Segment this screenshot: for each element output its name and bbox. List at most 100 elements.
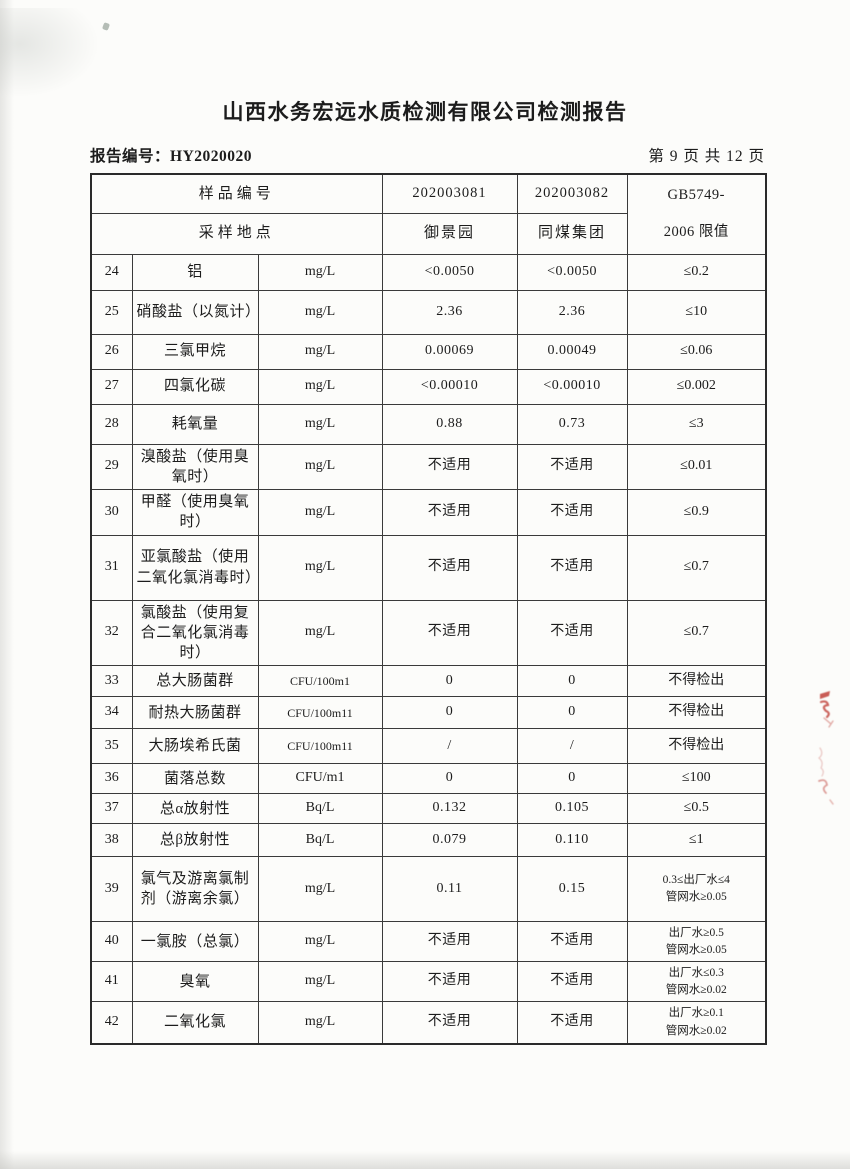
sample1-value: 2.36	[381, 289, 518, 335]
row-number: 25	[90, 289, 133, 335]
row-number: 24	[90, 253, 133, 291]
unit: mg/L	[257, 489, 383, 536]
report-number-label: 报告编号：	[90, 148, 171, 165]
limit-value: 出厂水≤0.3 管网水≥0.02	[626, 961, 767, 1003]
unit: Bq/L	[257, 793, 383, 825]
row-number: 33	[90, 665, 133, 698]
sample2-value: 不适用	[516, 443, 628, 490]
parameter-name: 耐热大肠菌群	[131, 696, 259, 730]
sample1-value: /	[381, 728, 518, 765]
table-row: 36 菌落总数 CFU/m1 0 0 ≤100	[90, 763, 767, 795]
unit: CFU/m1	[257, 763, 383, 795]
sample1-value: <0.0050	[381, 253, 518, 291]
table-row: 35 大肠埃希氏菌 CFU/100m11// 不得检出	[90, 728, 767, 765]
row-number: 31	[90, 534, 133, 601]
limit-value: ≤0.002	[626, 368, 767, 405]
sample2-value: 0	[516, 696, 628, 730]
row-number: 42	[90, 1001, 133, 1045]
header-row-sample-number: 样品编号 202003081 202003082 GB5749- 2006 限值	[90, 173, 767, 255]
row-number: 34	[90, 696, 133, 730]
sample2-value: 不适用	[516, 961, 628, 1003]
sample1-value: 0.132	[381, 793, 518, 825]
header-row-sampling-location: 采样地点 御景园 同煤集团	[90, 212, 766, 255]
results-table-body: 24 铝 mg/L <0.0050 <0.0050 ≤0.2 25 硝酸盐（以氮计） mg/L 2…	[90, 253, 767, 1045]
row-number: 32	[90, 599, 133, 667]
parameter-name: 氯气及游离氯制剂（游离余氯）	[131, 856, 259, 923]
table-row: 38 总β放射性 Bq/L 0.079 0.110 ≤1	[90, 823, 767, 858]
limit-header-line2: 2006 限值	[663, 224, 729, 241]
parameter-name: 臭氧	[131, 961, 259, 1003]
row-number: 30	[90, 489, 133, 536]
limit-value: 0.3≤出厂水≤4 管网水≥0.05	[626, 856, 767, 923]
limit-value: ≤0.01	[626, 443, 767, 490]
sampling-location-label: 采样地点	[90, 212, 383, 255]
limit-value: ≤0.5	[626, 793, 767, 825]
row-number: 28	[90, 403, 133, 445]
table-row: 41 臭氧 mg/L 不适用 不适用 出厂水≤0.3 管网水≥0.02	[90, 961, 767, 1003]
limit-value: ≤0.06	[626, 333, 767, 370]
unit: mg/L	[257, 333, 383, 370]
results-table: 样品编号 202003081 202003082 GB5749- 2006 限值…	[90, 173, 768, 1045]
report-number: 报告编号：HY2020020	[90, 144, 252, 166]
parameter-name: 硝酸盐（以氮计）	[131, 289, 260, 335]
parameter-name: 总大肠菌群	[131, 665, 259, 698]
limit-value: ≤0.7	[626, 534, 767, 601]
sample2-number: 202003082	[516, 173, 628, 214]
parameter-name: 二氧化氯	[131, 1001, 259, 1045]
sample1-number: 202003081	[381, 173, 518, 214]
unit: CFU/100m1	[257, 665, 383, 698]
table-row: 24 铝 mg/L <0.0050 <0.0050 ≤0.2	[90, 253, 767, 291]
parameter-name: 溴酸盐（使用臭氧时）	[131, 443, 259, 490]
sample2-value: 不适用	[516, 599, 628, 667]
sample2-value: <0.00010	[516, 368, 628, 405]
row-number: 36	[90, 763, 133, 795]
sample1-value: 0.88	[381, 403, 518, 445]
limit-value: 出厂水≥0.5 管网水≥0.05	[626, 921, 767, 963]
parameter-name: 耗氧量	[131, 403, 259, 445]
sample2-value: 0.00049	[516, 333, 628, 370]
table-row: 37 总α放射性 Bq/L 0.132 0.105 ≤0.5	[90, 793, 767, 825]
row-number: 37	[90, 793, 133, 825]
table-row: 32 氯酸盐（使用复合二氧化氯消毒时） mg/L 不适用 不适用 ≤0.7	[90, 599, 767, 667]
parameter-name: 菌落总数	[131, 763, 259, 795]
table-row: 34 耐热大肠菌群 CFU/100m11 0 0 不得检出	[90, 696, 767, 730]
sample2-value: 不适用	[516, 534, 628, 601]
table-row: 25 硝酸盐（以氮计） mg/L 2.36 2.36 ≤10	[90, 289, 767, 335]
table-row: 26 三氯甲烷 mg/L 0.00069 0.00049 ≤0.06	[90, 333, 767, 370]
unit: mg/L	[257, 289, 383, 335]
unit: mg/L	[257, 921, 383, 963]
parameter-name: 氯酸盐（使用复合二氧化氯消毒时）	[131, 599, 259, 667]
page-indicator: 第 9 页 共 12 页	[648, 148, 765, 165]
unit: mg/L	[257, 534, 383, 601]
sample1-value: 不适用	[381, 534, 518, 601]
sample1-value: 0.11	[381, 856, 518, 923]
sample2-value: 2.36	[516, 289, 628, 335]
row-number: 38	[90, 823, 133, 858]
sample1-value: 0	[381, 696, 518, 730]
parameter-name: 大肠埃希氏菌	[131, 728, 259, 765]
sample1-location: 御景园	[381, 212, 518, 255]
unit: mg/L	[257, 253, 383, 291]
parameter-name: 一氯胺（总氯）	[131, 921, 259, 963]
limit-value: 出厂水≥0.1 管网水≥0.02	[626, 1001, 767, 1045]
row-number: 29	[90, 443, 133, 490]
limit-value: 不得检出	[626, 665, 767, 698]
limit-value: ≤100	[626, 763, 767, 795]
parameter-name: 总α放射性	[131, 793, 259, 825]
unit: mg/L	[257, 1001, 383, 1045]
unit: mg/L	[257, 599, 383, 667]
unit: mg/L	[257, 856, 383, 923]
parameter-name: 总β放射性	[131, 823, 259, 858]
sample1-value: 0.079	[381, 823, 518, 858]
sample2-value: 不适用	[516, 1001, 628, 1045]
unit: mg/L	[257, 403, 383, 445]
parameter-name: 三氯甲烷	[131, 333, 259, 370]
sample2-value: 不适用	[516, 489, 628, 536]
sample2-value: 0	[516, 665, 628, 698]
table-row: 29 溴酸盐（使用臭氧时） mg/L 不适用 不适用 ≤0.01	[90, 443, 767, 490]
limit-value: ≤0.9	[626, 489, 767, 536]
limit-value: 不得检出	[626, 728, 767, 765]
unit: CFU/100m11	[257, 696, 383, 730]
sample1-value: 不适用	[381, 443, 518, 490]
parameter-name: 甲醛（使用臭氧时）	[131, 489, 259, 536]
